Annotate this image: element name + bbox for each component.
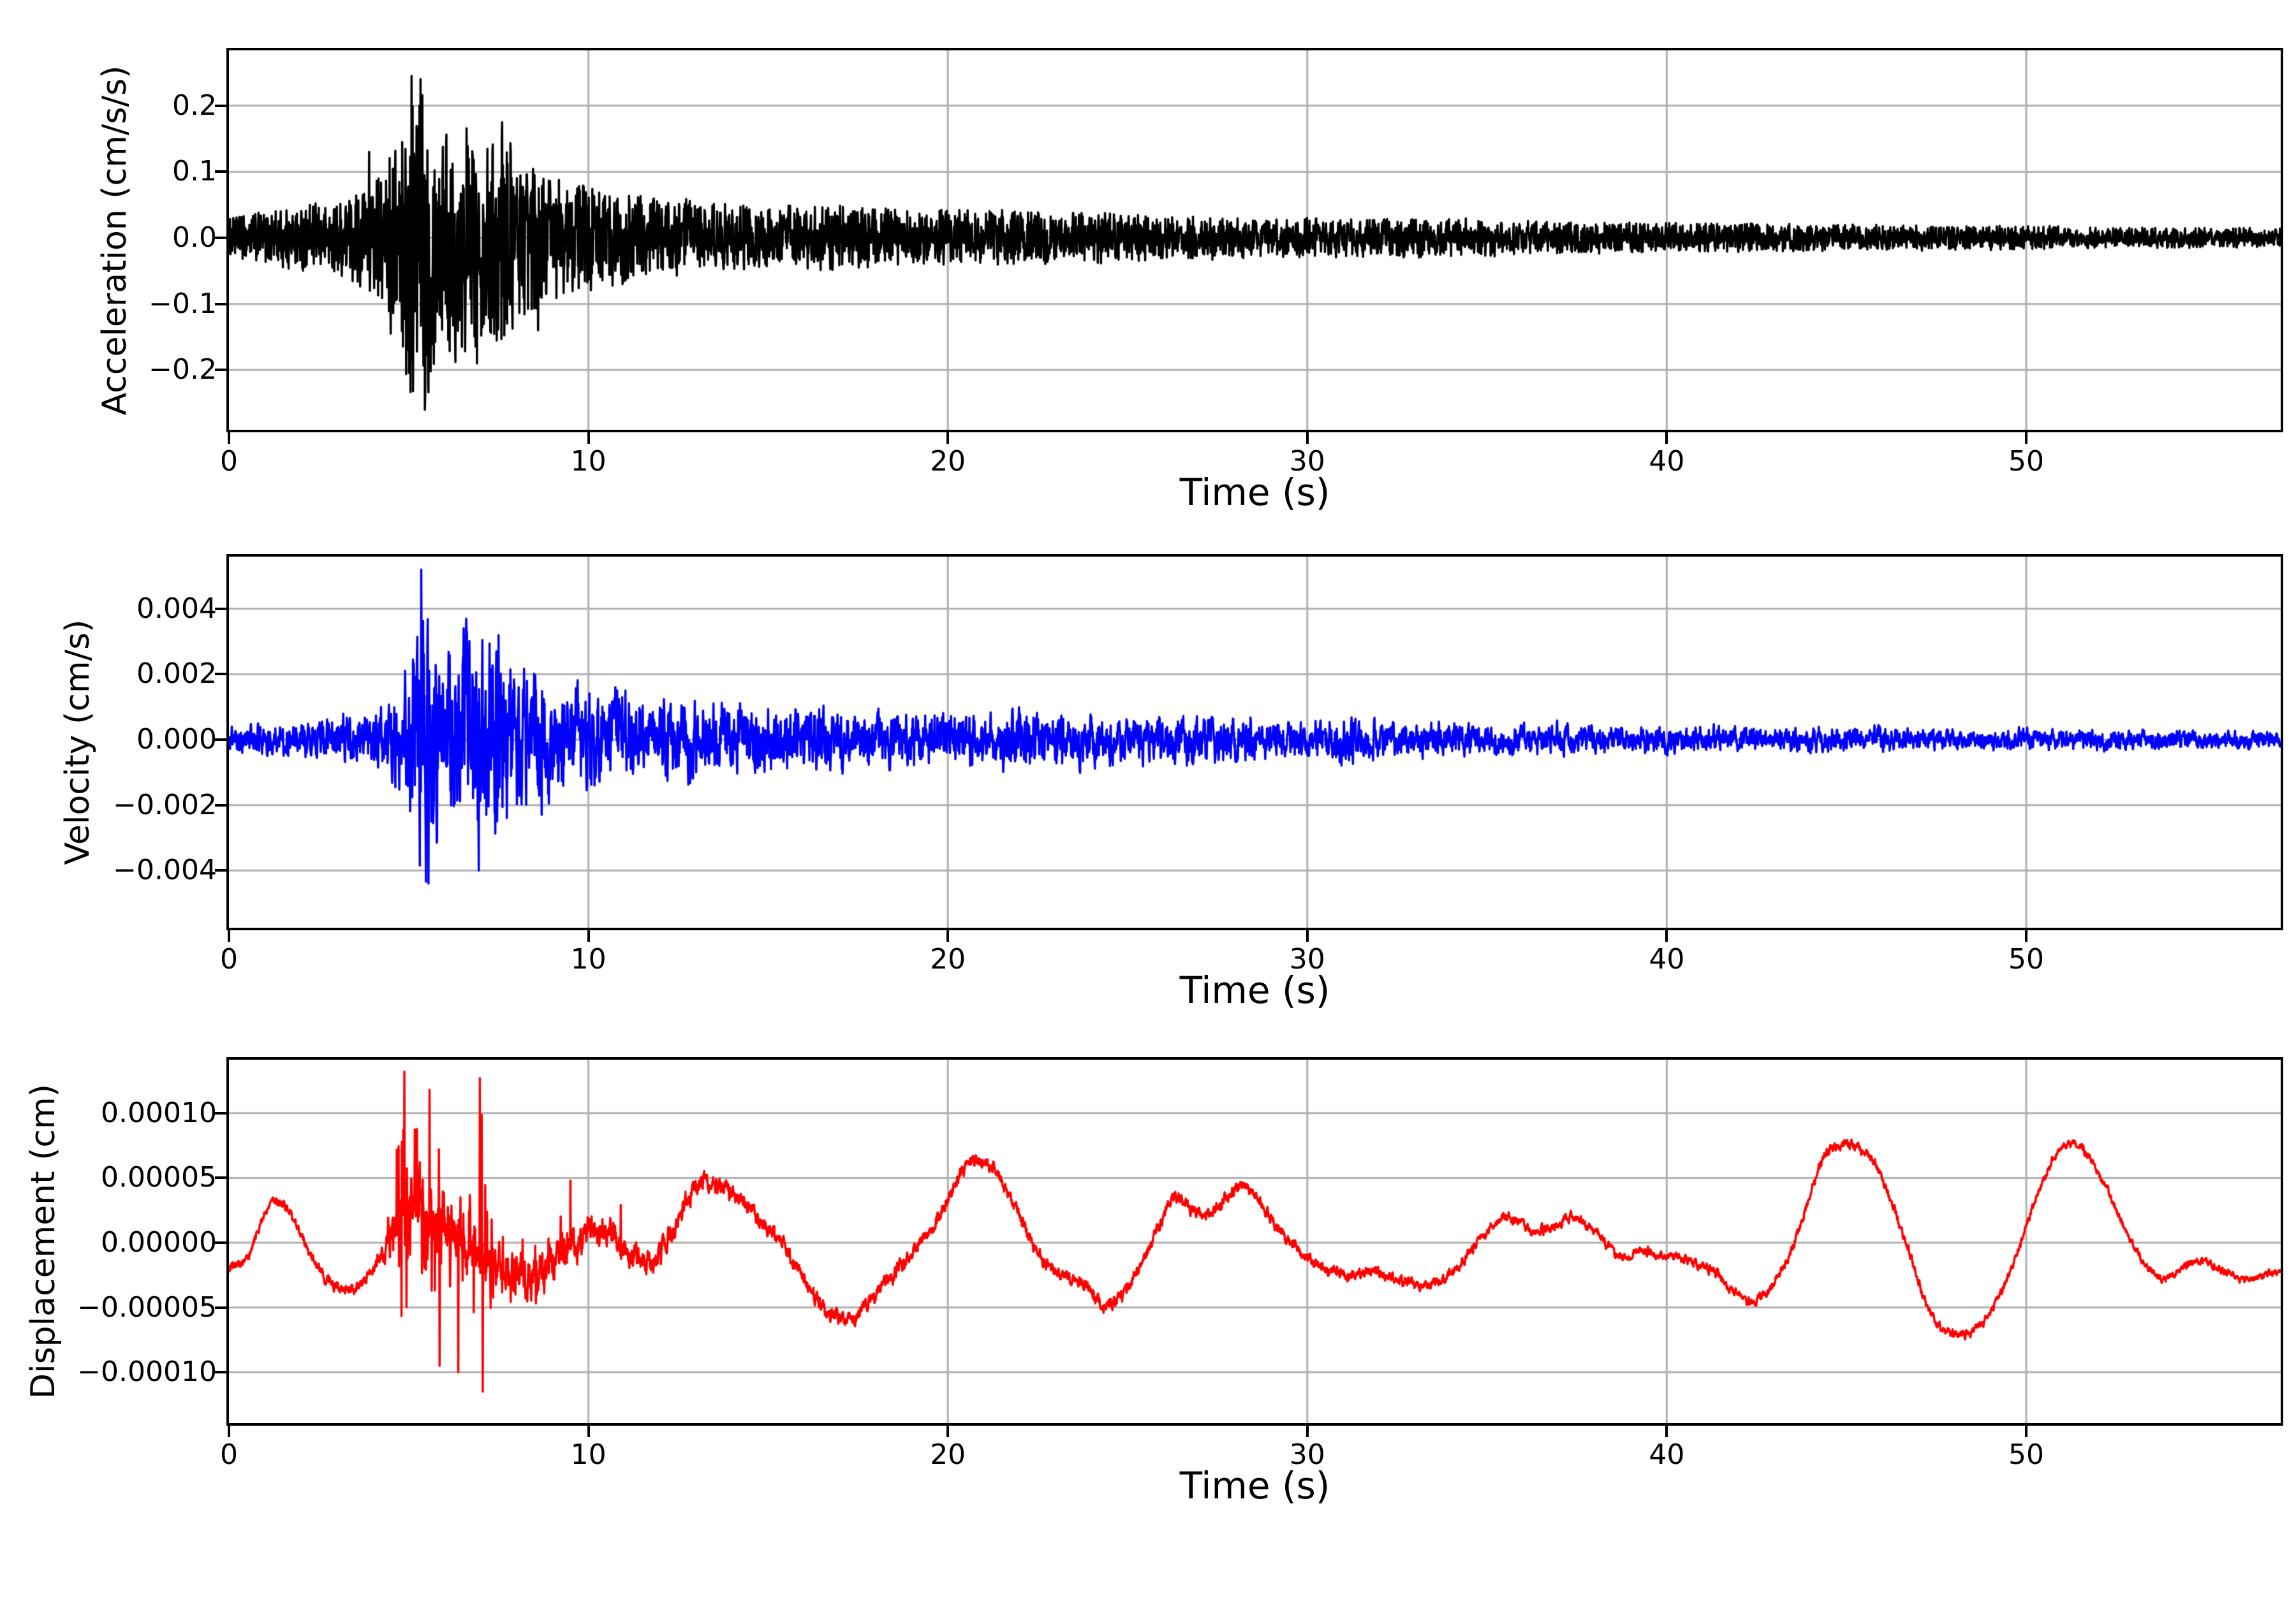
acceleration-x-tick-label: 0: [220, 445, 238, 478]
acceleration-x-tick-mark: [2024, 432, 2027, 444]
displacement-y-tick-mark: [215, 1371, 226, 1374]
displacement-y-tick-mark: [215, 1306, 226, 1309]
displacement-y-tick-label: −0.00005: [77, 1291, 217, 1324]
acceleration-x-tick-mark: [228, 432, 230, 444]
acceleration-y-tick-mark: [215, 237, 226, 240]
seismogram-figure: Acceleration (cm/s/s) Time (s) 0 10 20 30 40…: [24, 48, 2283, 1507]
displacement-y-tick-label: −0.00010: [77, 1356, 217, 1389]
velocity-x-tick-label: 40: [1649, 943, 1685, 976]
velocity-y-tick-mark: [215, 607, 226, 610]
velocity-x-tick-mark: [1306, 930, 1309, 942]
acceleration-y-tick-label: −0.2: [149, 353, 217, 386]
acceleration-x-tick-mark: [946, 432, 950, 444]
velocity-y-tick-label: −0.002: [113, 788, 217, 821]
displacement-y-tick-mark: [215, 1241, 226, 1244]
displacement-y-tick-label: 0.00000: [101, 1225, 217, 1259]
velocity-x-tick-label: 10: [570, 943, 607, 976]
acceleration-y-tick-mark: [215, 302, 226, 305]
velocity-y-tick-label: 0.000: [136, 723, 217, 756]
velocity-x-tick-label: 0: [220, 943, 238, 976]
velocity-x-axis-label: Time (s): [1179, 969, 1330, 1012]
displacement-x-tick-label: 20: [930, 1438, 966, 1471]
displacement-y-tick-mark: [215, 1176, 226, 1180]
velocity-x-tick-mark: [228, 930, 230, 942]
acceleration-x-tick-label: 30: [1289, 445, 1325, 478]
velocity-x-tick-mark: [1665, 930, 1668, 942]
displacement-x-tick-label: 0: [220, 1438, 238, 1471]
acceleration-y-tick-label: 0.2: [172, 89, 217, 122]
velocity-y-tick-label: 0.004: [136, 592, 217, 625]
acceleration-x-tick-mark: [587, 432, 590, 444]
acceleration-y-tick-label: 0.1: [172, 155, 217, 188]
displacement-x-tick-mark: [2024, 1426, 2027, 1437]
velocity-y-tick-mark: [215, 803, 226, 807]
velocity-x-tick-mark: [587, 930, 590, 942]
displacement-y-tick-label: 0.00010: [101, 1096, 217, 1129]
acceleration-y-tick-mark: [215, 170, 226, 173]
displacement-x-axis-label: Time (s): [1179, 1464, 1330, 1507]
displacement-x-tick-label: 50: [2008, 1438, 2044, 1471]
displacement-x-tick-mark: [587, 1426, 590, 1437]
displacement-x-tick-label: 30: [1289, 1438, 1325, 1471]
displacement-x-tick-label: 40: [1649, 1438, 1685, 1471]
displacement-trace-canvas: [229, 1060, 2281, 1423]
acceleration-x-axis-label: Time (s): [1179, 471, 1330, 514]
acceleration-trace-canvas: [229, 50, 2281, 430]
displacement-x-tick-mark: [1665, 1426, 1668, 1437]
acceleration-x-tick-mark: [1306, 432, 1309, 444]
velocity-x-tick-label: 30: [1289, 943, 1325, 976]
velocity-panel: Velocity (cm/s) Time (s) 0 10 20 30 40 50 0.00…: [59, 554, 2283, 1012]
displacement-x-tick-mark: [946, 1426, 950, 1437]
displacement-y-tick-mark: [215, 1111, 226, 1115]
acceleration-y-tick-mark: [215, 369, 226, 372]
displacement-x-tick-mark: [228, 1426, 230, 1437]
acceleration-y-tick-label: −0.1: [149, 287, 217, 320]
velocity-y-tick-label: −0.004: [113, 854, 217, 887]
acceleration-y-tick-label: 0.0: [172, 221, 217, 254]
acceleration-panel: Acceleration (cm/s/s) Time (s) 0 10 20 30 40…: [96, 48, 2283, 514]
velocity-y-tick-label: 0.002: [136, 657, 217, 691]
velocity-x-tick-mark: [2024, 930, 2027, 942]
displacement-x-tick-mark: [1306, 1426, 1309, 1437]
acceleration-x-tick-label: 40: [1649, 445, 1685, 478]
velocity-y-tick-mark: [215, 738, 226, 742]
displacement-panel: Displacement (cm) Time (s) 0 10 20 30 40 50 0.…: [24, 1057, 2283, 1507]
velocity-y-tick-mark: [215, 673, 226, 676]
velocity-x-tick-label: 50: [2008, 943, 2044, 976]
acceleration-x-tick-label: 20: [930, 445, 966, 478]
velocity-trace-canvas: [229, 557, 2281, 928]
velocity-y-tick-mark: [215, 869, 226, 872]
displacement-y-tick-label: 0.00005: [101, 1161, 217, 1194]
acceleration-x-tick-label: 10: [570, 445, 607, 478]
acceleration-y-tick-mark: [215, 104, 226, 107]
acceleration-x-tick-label: 50: [2008, 445, 2044, 478]
velocity-x-tick-label: 20: [930, 943, 966, 976]
acceleration-x-tick-mark: [1665, 432, 1668, 444]
displacement-x-tick-label: 10: [570, 1438, 607, 1471]
velocity-x-tick-mark: [946, 930, 950, 942]
